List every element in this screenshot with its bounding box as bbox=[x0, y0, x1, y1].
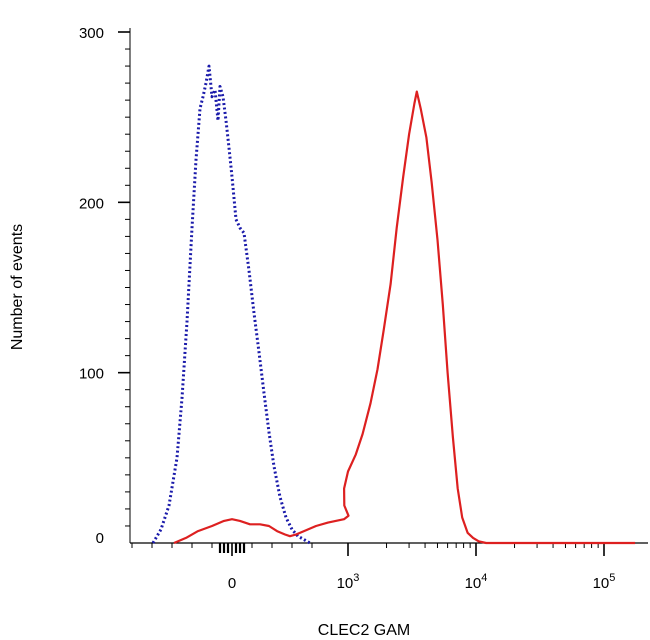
x-tick-label: 105 bbox=[593, 572, 616, 592]
y-tick-label: 300 bbox=[79, 25, 104, 42]
series-line-solid bbox=[173, 90, 636, 545]
x-tick-label: 104 bbox=[465, 572, 488, 592]
x-axis: 0 103 104 105 bbox=[130, 542, 648, 592]
y-tick-label: 200 bbox=[79, 195, 104, 212]
y-axis-label: Number of events bbox=[9, 224, 26, 350]
x-tick-label: 0 bbox=[228, 575, 236, 592]
y-tick-label: 0 bbox=[96, 530, 104, 547]
x-tick-label: 103 bbox=[337, 572, 360, 592]
y-tick-label: 100 bbox=[79, 366, 104, 383]
series-layer bbox=[151, 64, 636, 545]
series-line-dotted bbox=[151, 64, 311, 545]
x-axis-label: CLEC2 GAM bbox=[318, 622, 410, 639]
y-axis: 0 100 200 300 bbox=[79, 25, 131, 547]
